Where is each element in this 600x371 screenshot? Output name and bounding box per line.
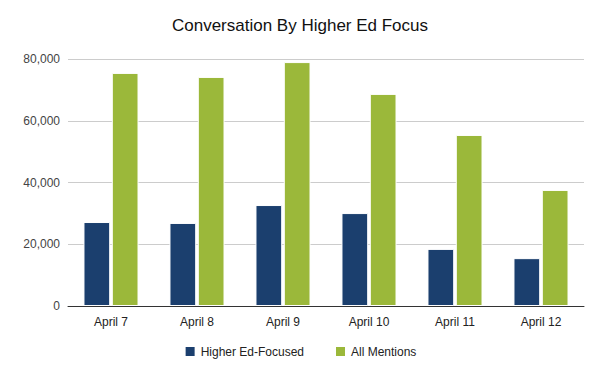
svg-text:Higher Ed-Focused: Higher Ed-Focused	[201, 345, 304, 359]
svg-text:Conversation By Higher Ed Focu: Conversation By Higher Ed Focus	[172, 16, 428, 35]
svg-text:60,000: 60,000	[23, 114, 60, 128]
svg-text:April 10: April 10	[349, 315, 390, 329]
svg-text:80,000: 80,000	[23, 52, 60, 66]
svg-text:0: 0	[53, 299, 60, 313]
svg-text:April 9: April 9	[266, 315, 300, 329]
svg-text:April 7: April 7	[94, 315, 128, 329]
svg-text:20,000: 20,000	[23, 237, 60, 251]
svg-text:All Mentions: All Mentions	[351, 345, 416, 359]
svg-text:April 12: April 12	[521, 315, 562, 329]
svg-text:40,000: 40,000	[23, 176, 60, 190]
svg-text:April 11: April 11	[435, 315, 475, 329]
svg-text:April 8: April 8	[180, 315, 214, 329]
